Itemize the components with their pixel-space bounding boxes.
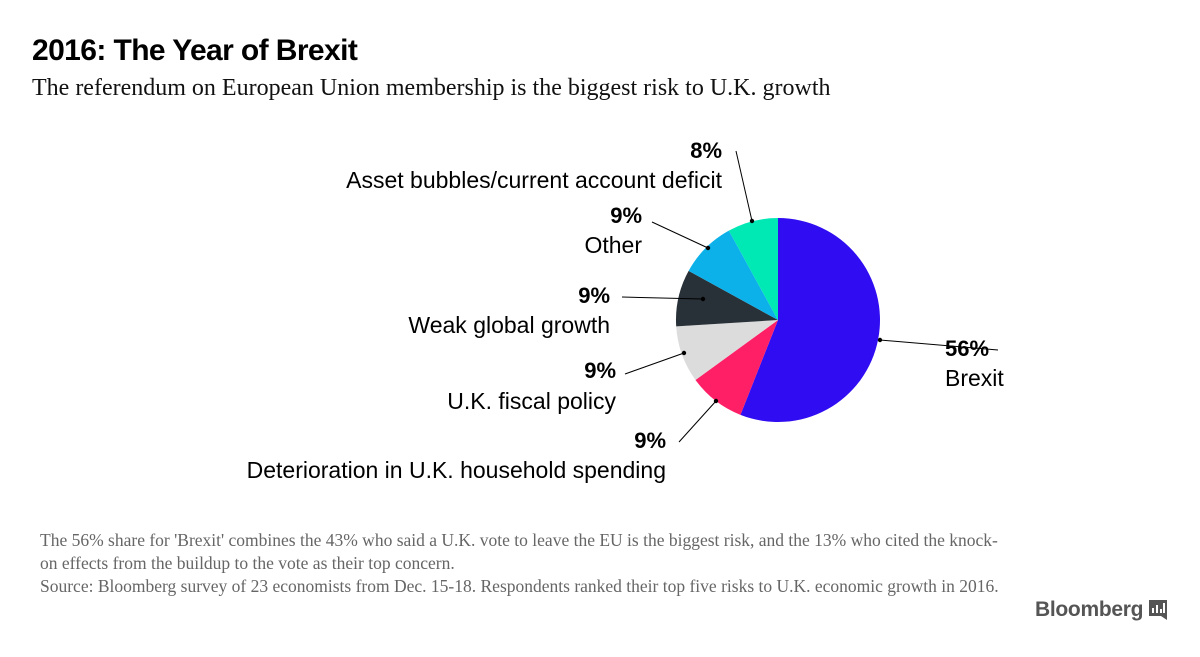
leader-dot-asset-bubbles-current-account-deficit [749, 218, 755, 224]
data-label-weak-global-growth: 9% [578, 283, 610, 308]
leader-dot-weak-global-growth [700, 296, 706, 302]
pie-slice-brexit [740, 218, 880, 422]
slice-label-asset-bubbles-current-account-deficit: Asset bubbles/current account deficit [346, 167, 722, 193]
pie-slice-deterioration-in-u-k-household-spending [695, 320, 778, 415]
data-label-other: 9% [610, 203, 642, 228]
pie-slice-other [688, 230, 778, 320]
data-label-deterioration-in-u-k-household-spending: 9% [634, 428, 666, 453]
leader-line-u-k-fiscal-policy [624, 352, 685, 375]
chart-footnote: The 56% share for 'Brexit' combines the … [40, 529, 1000, 598]
pie-slice-asset-bubbles-current-account-deficit [728, 218, 778, 320]
data-label-asset-bubbles-current-account-deficit: 8% [690, 138, 722, 163]
leader-dot-brexit [877, 337, 883, 343]
chart-subtitle: The referendum on European Union members… [32, 75, 831, 101]
slice-label-u-k-fiscal-policy: U.K. fiscal policy [447, 388, 616, 414]
leader-dot-other [705, 245, 711, 251]
slice-label-deterioration-in-u-k-household-spending: Deterioration in U.K. household spending [247, 457, 666, 483]
slice-label-weak-global-growth: Weak global growth [408, 312, 610, 338]
slice-label-brexit: Brexit [945, 365, 1004, 391]
data-label-brexit: 56% [945, 336, 989, 361]
pie-slice-u-k-fiscal-policy [676, 320, 778, 380]
leader-line-deterioration-in-u-k-household-spending [678, 400, 717, 443]
leader-line-brexit [879, 339, 999, 351]
chart-title: 2016: The Year of Brexit [32, 34, 358, 67]
pie-chart: 56% Brexit 9% Deterioration in U.K. househo… [247, 138, 1005, 483]
footnote-text: The 56% share for 'Brexit' combines the … [40, 530, 998, 573]
pie-slice-weak-global-growth [675, 270, 778, 327]
leader-line-other [651, 221, 709, 249]
slice-label-other: Other [584, 232, 642, 258]
brand-name: Bloomberg [1035, 598, 1144, 621]
leader-line-weak-global-growth [621, 296, 704, 300]
leader-dot-u-k-fiscal-policy [681, 350, 687, 356]
data-label-u-k-fiscal-policy: 9% [584, 358, 616, 383]
leader-dot-deterioration-in-u-k-household-spending [713, 398, 719, 404]
leader-line-asset-bubbles-current-account-deficit [735, 150, 753, 222]
brand-logo: Bloomberg [1035, 598, 1168, 622]
bar-chart-icon [1149, 600, 1168, 620]
source-text: Source: Bloomberg survey of 23 economist… [40, 576, 999, 596]
